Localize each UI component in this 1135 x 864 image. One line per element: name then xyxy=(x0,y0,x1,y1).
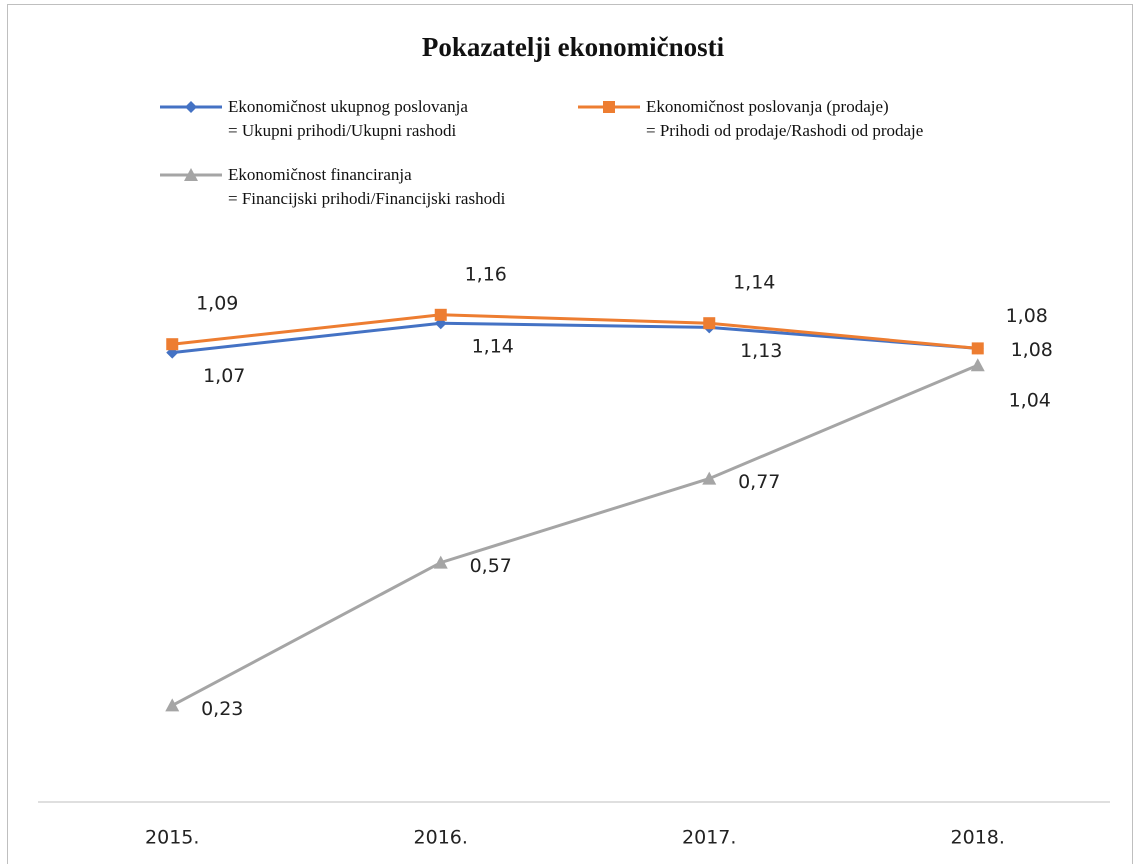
point xyxy=(166,338,179,351)
legend-entry: Ekonomičnost financiranja = Financijski … xyxy=(228,165,506,208)
series-line xyxy=(172,321,978,355)
data-label: 0,57 xyxy=(470,555,512,577)
data-label: 1,08 xyxy=(1006,305,1048,327)
chart-title: Pokazatelji ekonomičnosti xyxy=(422,32,725,62)
x-tick-label: 2018. xyxy=(951,827,1005,849)
x-tick-label: 2016. xyxy=(414,827,468,849)
point xyxy=(703,317,716,330)
data-label: 0,77 xyxy=(738,471,780,493)
series-line xyxy=(172,313,978,350)
data-label: 1,07 xyxy=(203,365,245,387)
data-label: 1,08 xyxy=(1011,339,1053,361)
point xyxy=(434,308,447,321)
point xyxy=(603,101,615,113)
data-label: 1,16 xyxy=(465,263,507,285)
point xyxy=(185,101,197,113)
data-label: 1,04 xyxy=(1009,390,1051,412)
point xyxy=(702,471,717,485)
series-line xyxy=(171,363,979,707)
data-label: 1,13 xyxy=(740,340,782,362)
x-tick-label: 2017. xyxy=(682,827,736,849)
point xyxy=(184,168,198,181)
data-label: 1,09 xyxy=(196,293,238,315)
x-tick-label: 2015. xyxy=(145,827,199,849)
point xyxy=(970,358,985,372)
legend-entry: Ekonomičnost poslovanja (prodaje) = Prih… xyxy=(646,97,924,140)
point xyxy=(971,342,984,355)
data-label: 0,23 xyxy=(201,698,243,720)
frame xyxy=(7,4,1133,864)
data-label: 1,14 xyxy=(733,272,775,294)
legend-entry: Ekonomičnost ukupnog poslovanja = Ukupni… xyxy=(228,97,468,140)
point xyxy=(433,555,448,569)
data-label: 1,14 xyxy=(472,336,514,358)
point xyxy=(165,698,180,712)
